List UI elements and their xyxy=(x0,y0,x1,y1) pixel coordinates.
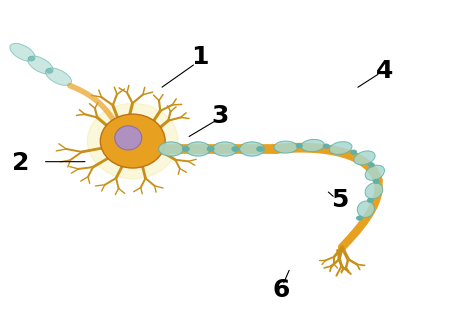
Ellipse shape xyxy=(329,142,352,154)
Ellipse shape xyxy=(10,43,35,61)
Circle shape xyxy=(356,216,363,220)
Ellipse shape xyxy=(354,151,375,165)
Circle shape xyxy=(232,146,239,152)
Circle shape xyxy=(367,198,374,203)
Ellipse shape xyxy=(239,142,265,156)
Ellipse shape xyxy=(87,103,178,179)
Ellipse shape xyxy=(357,201,374,217)
Ellipse shape xyxy=(301,139,324,152)
Circle shape xyxy=(373,179,379,184)
Ellipse shape xyxy=(100,114,165,168)
Text: 5: 5 xyxy=(331,188,348,212)
Circle shape xyxy=(182,146,189,152)
Ellipse shape xyxy=(212,142,238,156)
Ellipse shape xyxy=(158,142,184,156)
Text: 3: 3 xyxy=(212,104,229,128)
Text: 1: 1 xyxy=(192,45,209,69)
Circle shape xyxy=(207,146,214,152)
Ellipse shape xyxy=(274,141,297,153)
Text: 6: 6 xyxy=(273,278,290,302)
Ellipse shape xyxy=(28,56,53,74)
Circle shape xyxy=(368,163,374,167)
Circle shape xyxy=(323,144,329,148)
Circle shape xyxy=(256,146,264,152)
Text: 4: 4 xyxy=(376,59,393,83)
Ellipse shape xyxy=(115,126,142,150)
Circle shape xyxy=(46,69,53,73)
Ellipse shape xyxy=(365,183,383,199)
Ellipse shape xyxy=(365,165,384,180)
Circle shape xyxy=(351,150,357,154)
Text: 2: 2 xyxy=(12,151,29,175)
Circle shape xyxy=(296,144,302,148)
Circle shape xyxy=(28,56,35,61)
Ellipse shape xyxy=(45,68,72,85)
Ellipse shape xyxy=(185,142,211,156)
